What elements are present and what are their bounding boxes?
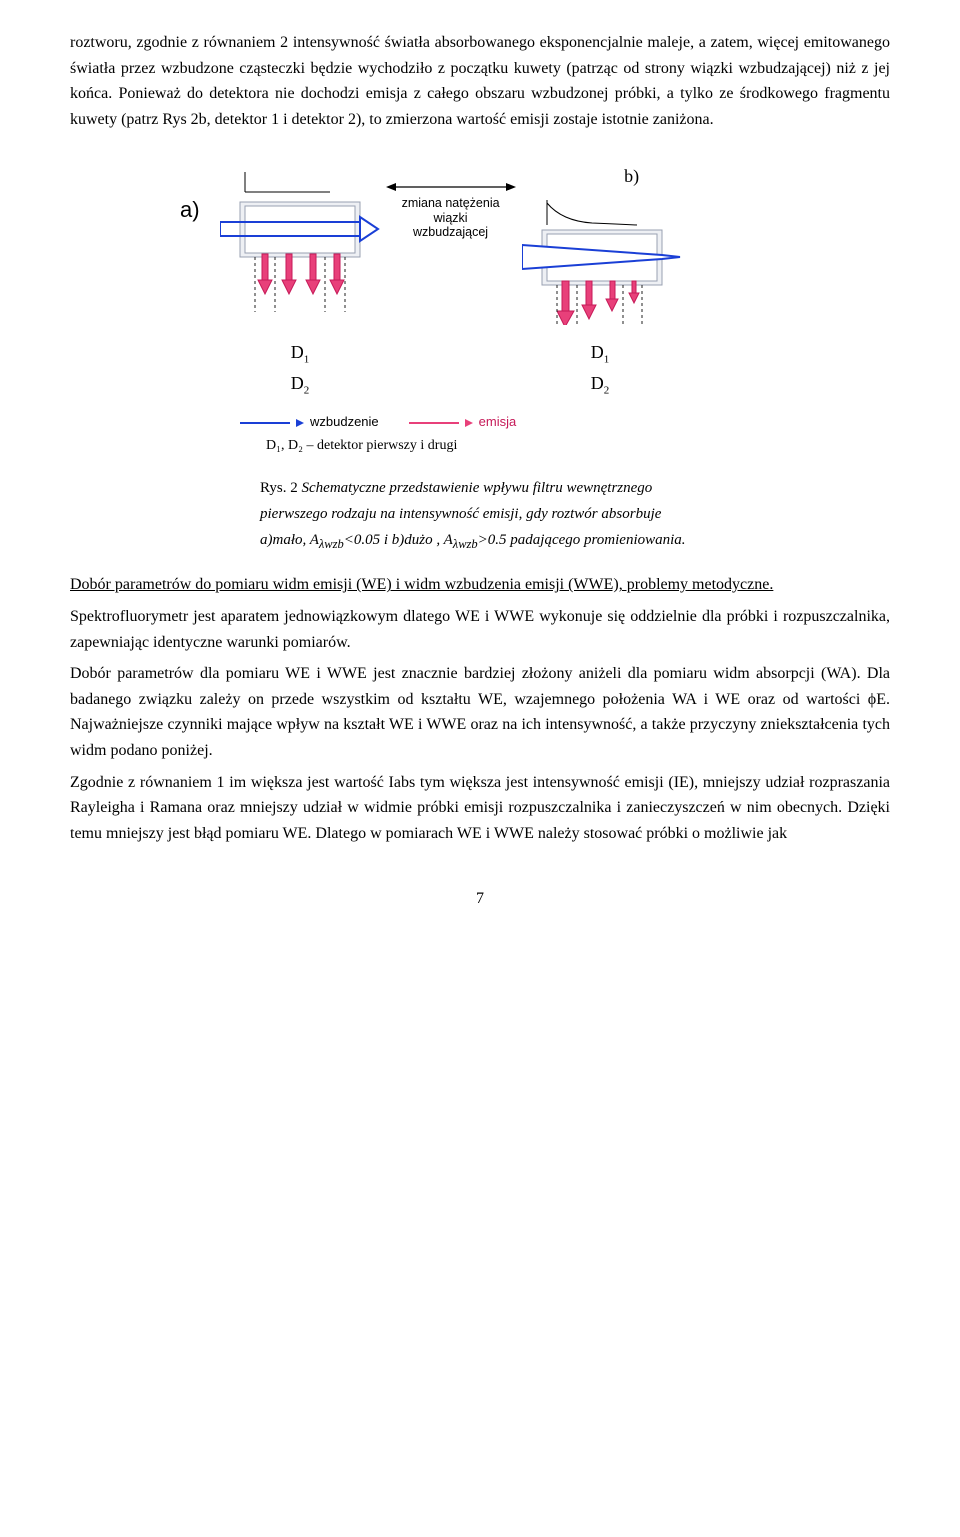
figure-2: a) <box>180 162 780 552</box>
detector-label-d2-b: D2 <box>520 369 680 400</box>
paragraph-4: Zgodnie z równaniem 1 im większa jest wa… <box>70 770 890 847</box>
figure-legend-detectors: D₁, D₂ – detektor pierwszy i drugi <box>266 435 780 457</box>
figure-legend: wzbudzenie emisja <box>240 412 780 433</box>
intro-paragraph: roztworu, zgodnie z równaniem 2 intensyw… <box>70 30 890 132</box>
page-number: 7 <box>70 886 890 912</box>
paragraph-3: Dobór parametrów dla pomiaru WE i WWE je… <box>70 661 890 763</box>
diagram-a <box>220 162 380 321</box>
figure-label-b: b) <box>582 162 682 191</box>
detector-label-d1-a: D1 <box>220 338 380 369</box>
detector-label-d2-a: D2 <box>220 369 380 400</box>
detector-label-d1-b: D1 <box>520 338 680 369</box>
figure-mid-label: zmiana natężenia wiązki wzbudzającej <box>386 180 516 239</box>
diagram-b: b) <box>522 162 682 333</box>
figure-label-a: a) <box>180 192 200 227</box>
figure-caption: Rys. 2 Schematyczne przedstawienie wpływ… <box>260 475 710 552</box>
section-heading: Dobór parametrów do pomiaru widm emisji … <box>70 572 890 598</box>
paragraph-2: Spektrofluorymetr jest aparatem jednowią… <box>70 604 890 655</box>
